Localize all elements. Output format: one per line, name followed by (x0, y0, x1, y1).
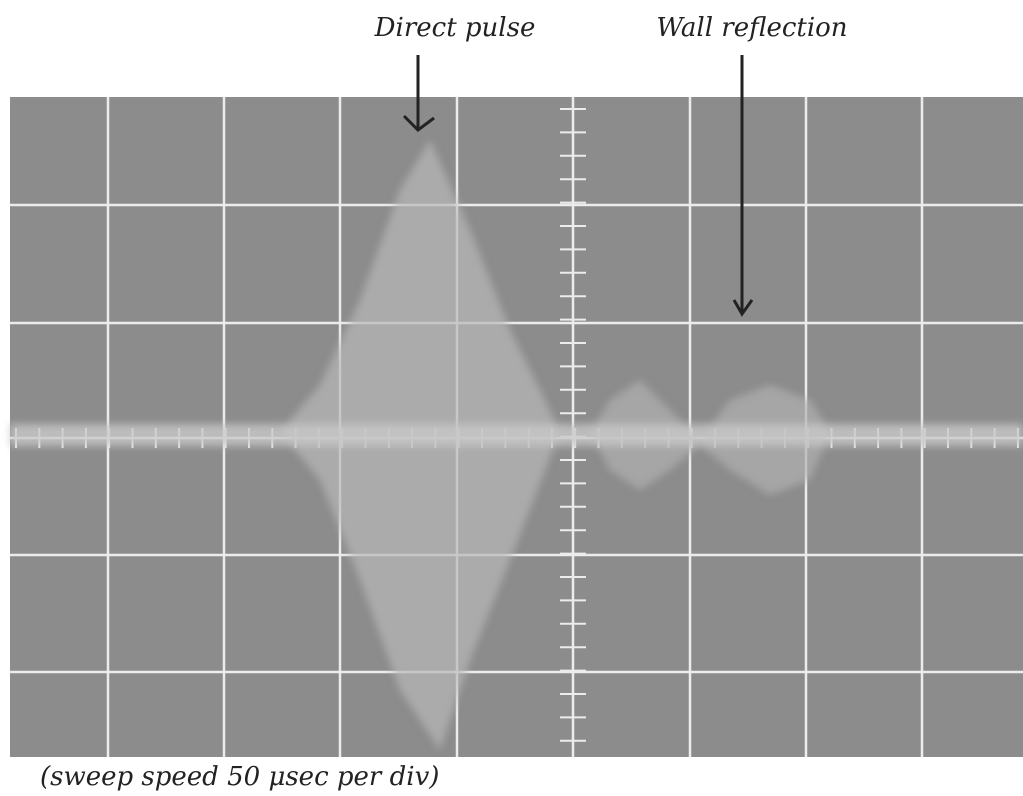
arrow-head (732, 299, 754, 317)
annotation-wall-reflection: Wall reflection (656, 13, 847, 43)
waveform (10, 140, 1023, 750)
caption: (sweep speed 50 μsec per div) (40, 762, 439, 792)
annotation-direct-pulse: Direct pulse (374, 13, 536, 43)
arrow-head (402, 114, 435, 132)
